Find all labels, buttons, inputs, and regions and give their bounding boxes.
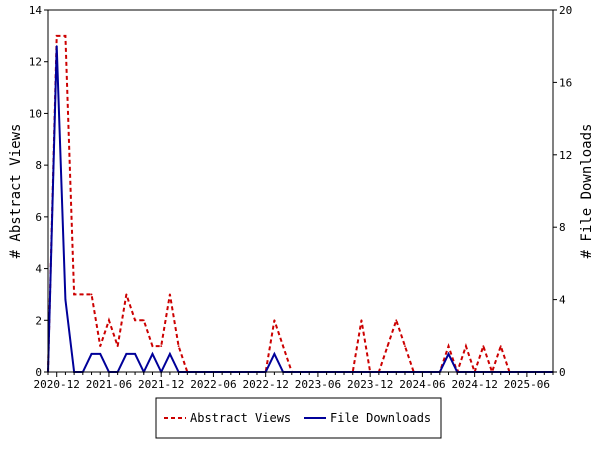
data-point-abstract-views [134, 319, 136, 322]
data-point-abstract-views [125, 293, 128, 296]
data-point-abstract-views [73, 293, 76, 296]
x-axis-tick-label: 2021-06 [86, 378, 132, 391]
right-axis-tick-label: 16 [559, 76, 572, 89]
left-axis-tick-label: 12 [29, 56, 42, 69]
data-point-file-downloads [55, 45, 58, 48]
data-point-file-downloads [168, 353, 171, 355]
data-point-abstract-views [465, 345, 467, 348]
series-line-file-downloads [47, 46, 553, 375]
data-point-abstract-views [142, 319, 145, 322]
data-point-abstract-views [108, 319, 110, 322]
series-line-abstract-views [47, 34, 553, 376]
left-axis-tick-label: 6 [35, 211, 42, 224]
legend-label-abstract-views: Abstract Views [190, 411, 291, 425]
data-point-abstract-views [447, 345, 450, 348]
data-point-abstract-views [395, 319, 398, 322]
data-point-abstract-views [482, 345, 485, 348]
right-axis: 0 4 8 12 16 20 [553, 4, 572, 379]
x-axis-tick-label: 2022-06 [190, 378, 236, 391]
left-axis: 0 2 4 6 8 10 12 14 [29, 4, 48, 379]
data-point-abstract-views [90, 293, 93, 296]
data-point-abstract-views [116, 345, 119, 348]
data-point-abstract-views [160, 345, 163, 348]
left-axis-tick-label: 14 [29, 4, 43, 17]
left-axis-tick-label: 8 [35, 159, 42, 172]
data-point-abstract-views [64, 34, 67, 37]
legend-label-file-downloads: File Downloads [330, 411, 431, 425]
left-axis-tick-label: 4 [35, 263, 42, 276]
data-point-abstract-views [81, 293, 84, 296]
data-point-abstract-views [499, 345, 502, 348]
x-axis-tick-label: 2024-12 [451, 378, 497, 391]
left-axis-tick-label: 10 [29, 107, 42, 120]
data-point-file-downloads [447, 353, 450, 355]
x-axis-tick-label: 2023-12 [347, 378, 393, 391]
x-axis-tick-label: 2023-06 [295, 378, 341, 391]
right-axis-tick-label: 0 [559, 366, 566, 379]
data-point-abstract-views [99, 345, 102, 348]
right-axis-tick-label: 8 [559, 221, 566, 234]
data-point-abstract-views [282, 345, 284, 348]
data-point-abstract-views [404, 345, 406, 348]
data-point-file-downloads [134, 353, 136, 355]
data-point-file-downloads [64, 298, 67, 301]
right-axis-tick-label: 20 [559, 4, 572, 17]
data-point-file-downloads [90, 353, 93, 355]
right-axis-title: # File Downloads [579, 124, 595, 259]
x-axis-tick-label: 2025-06 [504, 378, 550, 391]
x-axis-tick-label: 2022-12 [242, 378, 288, 391]
data-point-file-downloads [125, 353, 128, 355]
data-point-abstract-views [151, 345, 154, 348]
data-point-file-downloads [273, 353, 276, 355]
data-point-abstract-views [168, 293, 171, 296]
plot-area-border [47, 9, 554, 373]
data-point-abstract-views [386, 345, 389, 348]
legend: Abstract Views File Downloads [155, 397, 442, 439]
data-point-file-downloads [99, 353, 102, 355]
left-axis-tick-label: 0 [35, 366, 42, 379]
x-axis-tick-label: 2021-12 [138, 378, 184, 391]
series-layer [47, 34, 554, 376]
data-point-file-downloads [151, 353, 154, 355]
left-axis-title: # Abstract Views [8, 124, 24, 259]
data-point-abstract-views [273, 319, 276, 322]
data-point-abstract-views [360, 319, 363, 322]
data-point-abstract-views [55, 34, 58, 37]
data-point-abstract-views [177, 345, 180, 348]
x-axis-tick-label: 2020-12 [34, 378, 80, 391]
left-axis-tick-label: 2 [35, 314, 42, 327]
right-axis-tick-label: 4 [559, 294, 566, 307]
x-axis-tick-label: 2024-06 [399, 378, 445, 391]
legend-box [155, 397, 442, 439]
x-axis: 2020-12 2021-06 2021-12 2022-06 2022-12 2023-… [34, 372, 554, 391]
right-axis-tick-label: 12 [559, 149, 572, 162]
